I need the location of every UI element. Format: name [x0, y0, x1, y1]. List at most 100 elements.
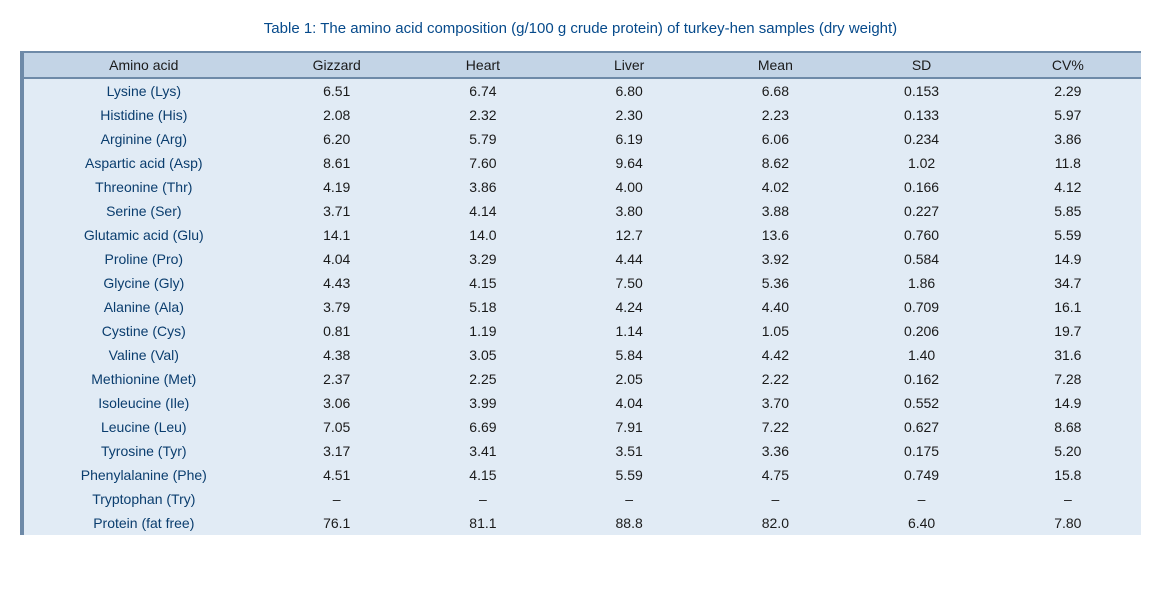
data-cell: 0.709 [848, 295, 994, 319]
table-row: Isoleucine (Ile)3.063.994.043.700.55214.… [22, 391, 1141, 415]
data-cell: 0.81 [264, 319, 410, 343]
data-cell: 1.19 [410, 319, 556, 343]
table-row: Methionine (Met)2.372.252.052.220.1627.2… [22, 367, 1141, 391]
data-cell: 0.162 [848, 367, 994, 391]
col-header: Amino acid [22, 52, 264, 78]
table-row: Lysine (Lys)6.516.746.806.680.1532.29 [22, 78, 1141, 103]
table-row: Valine (Val)4.383.055.844.421.4031.6 [22, 343, 1141, 367]
data-cell: 2.37 [264, 367, 410, 391]
data-cell: 7.80 [995, 511, 1141, 535]
data-cell: 3.99 [410, 391, 556, 415]
data-cell: 4.00 [556, 175, 702, 199]
data-cell: 0.166 [848, 175, 994, 199]
data-cell: 2.32 [410, 103, 556, 127]
data-cell: 0.584 [848, 247, 994, 271]
data-cell: 4.15 [410, 463, 556, 487]
table-row: Tyrosine (Tyr)3.173.413.513.360.1755.20 [22, 439, 1141, 463]
data-cell: 12.7 [556, 223, 702, 247]
row-label: Glutamic acid (Glu) [22, 223, 264, 247]
data-cell: 7.28 [995, 367, 1141, 391]
data-cell: 8.62 [702, 151, 848, 175]
data-cell: 16.1 [995, 295, 1141, 319]
data-cell: 2.08 [264, 103, 410, 127]
data-cell: 3.41 [410, 439, 556, 463]
row-label: Phenylalanine (Phe) [22, 463, 264, 487]
col-header: Mean [702, 52, 848, 78]
data-cell: 4.02 [702, 175, 848, 199]
data-cell: 8.68 [995, 415, 1141, 439]
table-row: Glutamic acid (Glu)14.114.012.713.60.760… [22, 223, 1141, 247]
data-cell: 4.44 [556, 247, 702, 271]
data-cell: 88.8 [556, 511, 702, 535]
data-cell: 0.227 [848, 199, 994, 223]
data-cell: 76.1 [264, 511, 410, 535]
data-cell: 4.24 [556, 295, 702, 319]
data-cell: 4.12 [995, 175, 1141, 199]
table-row: Serine (Ser)3.714.143.803.880.2275.85 [22, 199, 1141, 223]
row-label: Isoleucine (Ile) [22, 391, 264, 415]
data-cell: 5.20 [995, 439, 1141, 463]
table-body: Lysine (Lys)6.516.746.806.680.1532.29His… [22, 78, 1141, 535]
data-cell: 0.153 [848, 78, 994, 103]
data-cell: 0.175 [848, 439, 994, 463]
table-row: Protein (fat free)76.181.188.882.06.407.… [22, 511, 1141, 535]
data-cell: 6.40 [848, 511, 994, 535]
data-cell: 1.40 [848, 343, 994, 367]
data-cell: 31.6 [995, 343, 1141, 367]
table-header: Amino acidGizzardHeartLiverMeanSDCV% [22, 52, 1141, 78]
data-cell: 2.23 [702, 103, 848, 127]
data-cell: 9.64 [556, 151, 702, 175]
data-cell: 0.749 [848, 463, 994, 487]
data-cell: 3.86 [995, 127, 1141, 151]
data-cell: 6.51 [264, 78, 410, 103]
row-label: Histidine (His) [22, 103, 264, 127]
row-label: Threonine (Thr) [22, 175, 264, 199]
data-cell: 3.51 [556, 439, 702, 463]
row-label: Aspartic acid (Asp) [22, 151, 264, 175]
data-cell: 3.86 [410, 175, 556, 199]
data-cell: – [556, 487, 702, 511]
data-cell: 3.92 [702, 247, 848, 271]
table-row: Leucine (Leu)7.056.697.917.220.6278.68 [22, 415, 1141, 439]
data-cell: – [410, 487, 556, 511]
data-cell: 14.9 [995, 247, 1141, 271]
data-cell: 3.29 [410, 247, 556, 271]
data-cell: 7.60 [410, 151, 556, 175]
row-label: Serine (Ser) [22, 199, 264, 223]
data-cell: 6.69 [410, 415, 556, 439]
row-label: Leucine (Leu) [22, 415, 264, 439]
table-row: Arginine (Arg)6.205.796.196.060.2343.86 [22, 127, 1141, 151]
data-cell: 3.70 [702, 391, 848, 415]
row-label: Protein (fat free) [22, 511, 264, 535]
table-row: Tryptophan (Try)–––––– [22, 487, 1141, 511]
data-cell: 2.22 [702, 367, 848, 391]
data-cell: 4.75 [702, 463, 848, 487]
col-header: Liver [556, 52, 702, 78]
data-cell: 82.0 [702, 511, 848, 535]
data-cell: 0.234 [848, 127, 994, 151]
data-cell: 3.71 [264, 199, 410, 223]
data-cell: 7.50 [556, 271, 702, 295]
data-cell: 4.04 [556, 391, 702, 415]
data-cell: 6.20 [264, 127, 410, 151]
data-cell: 1.86 [848, 271, 994, 295]
row-label: Cystine (Cys) [22, 319, 264, 343]
row-label: Valine (Val) [22, 343, 264, 367]
col-header: CV% [995, 52, 1141, 78]
table-row: Threonine (Thr)4.193.864.004.020.1664.12 [22, 175, 1141, 199]
col-header: Gizzard [264, 52, 410, 78]
data-cell: 4.42 [702, 343, 848, 367]
data-cell: 4.43 [264, 271, 410, 295]
data-cell: – [264, 487, 410, 511]
data-cell: 6.80 [556, 78, 702, 103]
data-cell: – [995, 487, 1141, 511]
table-row: Aspartic acid (Asp)8.617.609.648.621.021… [22, 151, 1141, 175]
data-cell: 5.59 [995, 223, 1141, 247]
data-cell: 7.91 [556, 415, 702, 439]
data-cell: – [848, 487, 994, 511]
data-cell: 0.133 [848, 103, 994, 127]
data-cell: 7.22 [702, 415, 848, 439]
data-cell: 4.04 [264, 247, 410, 271]
row-label: Tryptophan (Try) [22, 487, 264, 511]
row-label: Glycine (Gly) [22, 271, 264, 295]
